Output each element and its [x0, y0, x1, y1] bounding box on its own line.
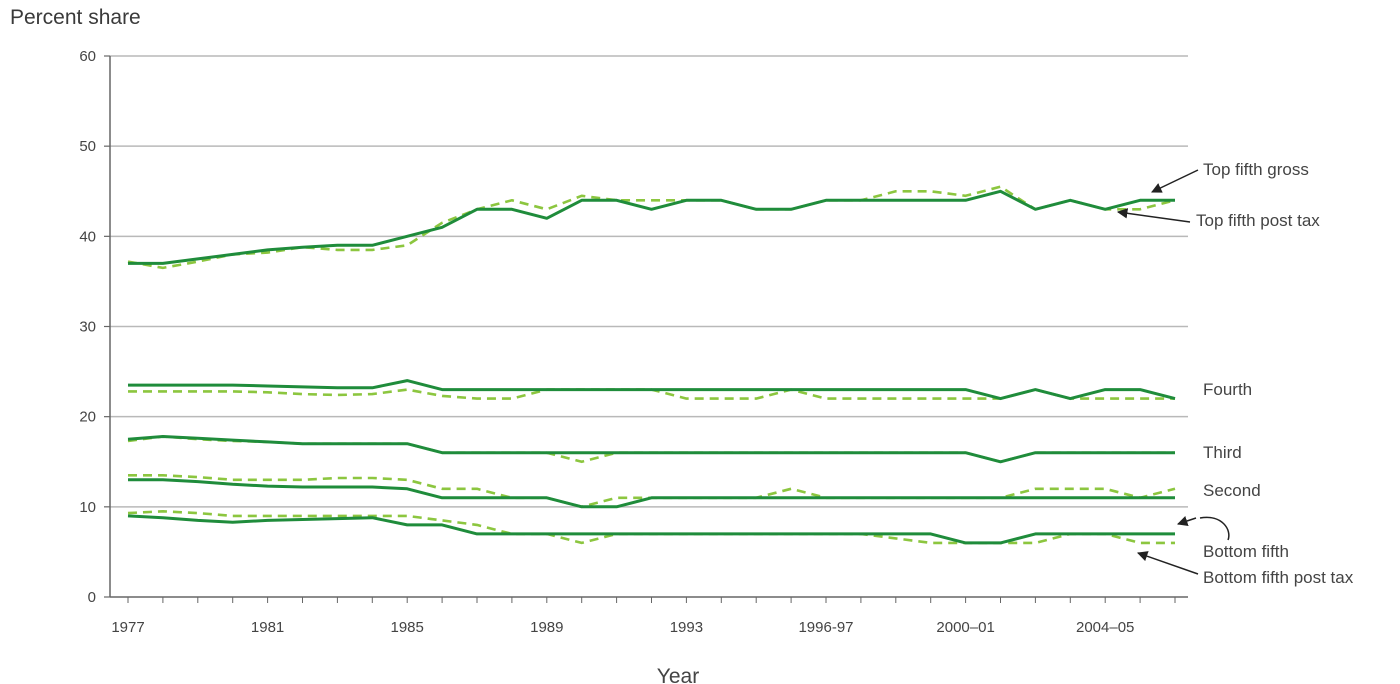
- axes: [109, 56, 1188, 598]
- arrow-bottom-fifth: [1177, 516, 1197, 526]
- curve-bottom-fifth: [1199, 516, 1230, 541]
- gridlines: [104, 55, 1188, 598]
- label-bottom-fifth-post-tax: Bottom fifth post tax: [1203, 568, 1354, 587]
- series-line-top-fifth-post-tax: [127, 185, 1176, 270]
- x-tick-label-1985: 1985: [391, 619, 424, 636]
- arrow-top-fifth-post-tax: [1116, 208, 1191, 223]
- x-tick-label-1989: 1989: [530, 619, 563, 636]
- y-tick-label-20: 20: [79, 409, 96, 426]
- series-line-bottom-fifth: [127, 514, 1175, 545]
- y-tick-label-40: 40: [79, 228, 96, 245]
- series-line-second-post-tax: [128, 473, 1176, 509]
- annotations: Top fifth gross Top fifth post tax Fourt…: [1116, 160, 1354, 587]
- y-tick-label-0: 0: [88, 589, 96, 606]
- x-tick-label-1981: 1981: [251, 619, 284, 636]
- label-bottom-fifth: Bottom fifth: [1203, 542, 1289, 561]
- arrow-bottom-fifth-post-tax: [1137, 551, 1199, 575]
- series-lines: [127, 185, 1176, 545]
- x-axis-title: Year: [657, 665, 699, 684]
- x-axis-ticks: 1977 1981 1985 1989 1993 1996-97 2000–01 2004–0…: [111, 597, 1176, 636]
- label-fourth: Fourth: [1203, 380, 1252, 399]
- y-axis-ticks: 0 10 20 30 40 50 60: [79, 48, 96, 606]
- label-top-fifth-post-tax: Top fifth post tax: [1196, 211, 1320, 230]
- x-tick-label-1996-97: 1996-97: [798, 619, 853, 636]
- y-tick-label-10: 10: [79, 499, 96, 516]
- x-tick-label-1977: 1977: [111, 619, 144, 636]
- series-line-top-fifth-gross: [128, 189, 1175, 265]
- label-second: Second: [1203, 481, 1261, 500]
- x-tick-label-1993: 1993: [670, 619, 703, 636]
- series-line-fourth: [128, 379, 1176, 401]
- y-tick-label-60: 60: [79, 48, 96, 65]
- arrow-top-fifth-gross: [1151, 169, 1199, 193]
- series-line-third: [127, 435, 1175, 464]
- label-third: Third: [1203, 443, 1242, 462]
- x-tick-label-2004–05: 2004–05: [1076, 619, 1134, 636]
- label-top-fifth-gross: Top fifth gross: [1203, 160, 1309, 179]
- y-axis-title: Percent share: [10, 6, 141, 29]
- series-line-second: [128, 478, 1175, 509]
- y-tick-label-30: 30: [79, 319, 96, 336]
- x-tick-label-2000–01: 2000–01: [936, 619, 994, 636]
- y-tick-label-50: 50: [79, 138, 96, 155]
